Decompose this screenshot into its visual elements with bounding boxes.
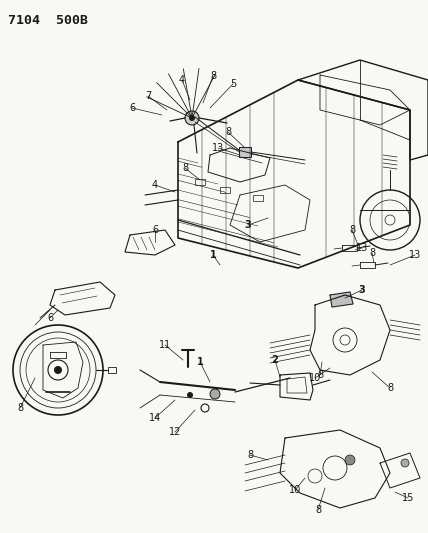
Text: 1: 1: [210, 250, 217, 260]
Text: 13: 13: [212, 143, 224, 153]
Text: 8: 8: [17, 403, 23, 413]
Text: 14: 14: [149, 413, 161, 423]
Text: 6: 6: [129, 103, 135, 113]
Text: 4: 4: [179, 75, 185, 85]
Text: 10: 10: [309, 373, 321, 383]
Circle shape: [54, 366, 62, 374]
FancyBboxPatch shape: [239, 147, 251, 157]
Text: 8: 8: [369, 248, 375, 258]
Text: 8: 8: [210, 71, 216, 81]
Text: 11: 11: [159, 340, 171, 350]
Text: 3: 3: [245, 220, 251, 230]
Text: 13: 13: [356, 243, 368, 253]
Circle shape: [189, 115, 195, 121]
Text: 7: 7: [145, 91, 151, 101]
Text: 12: 12: [169, 427, 181, 437]
Text: 15: 15: [402, 493, 414, 503]
Text: 13: 13: [409, 250, 421, 260]
Text: 10: 10: [289, 485, 301, 495]
Circle shape: [187, 392, 193, 398]
Polygon shape: [330, 292, 353, 307]
Circle shape: [345, 455, 355, 465]
Text: 8: 8: [225, 127, 231, 137]
Circle shape: [401, 459, 409, 467]
Text: 1: 1: [196, 357, 203, 367]
Text: 8: 8: [349, 225, 355, 235]
Text: 8: 8: [315, 505, 321, 515]
Circle shape: [210, 389, 220, 399]
Text: 4: 4: [152, 180, 158, 190]
Text: 3: 3: [359, 285, 366, 295]
Text: 8: 8: [182, 163, 188, 173]
Text: 8: 8: [247, 450, 253, 460]
Text: 2: 2: [272, 355, 278, 365]
Text: 6: 6: [152, 225, 158, 235]
Text: 6: 6: [47, 313, 53, 323]
Text: 8: 8: [387, 383, 393, 393]
Circle shape: [185, 111, 199, 125]
Text: 8: 8: [317, 370, 323, 380]
Text: 7104  500B: 7104 500B: [8, 14, 88, 27]
Text: 5: 5: [230, 79, 236, 89]
